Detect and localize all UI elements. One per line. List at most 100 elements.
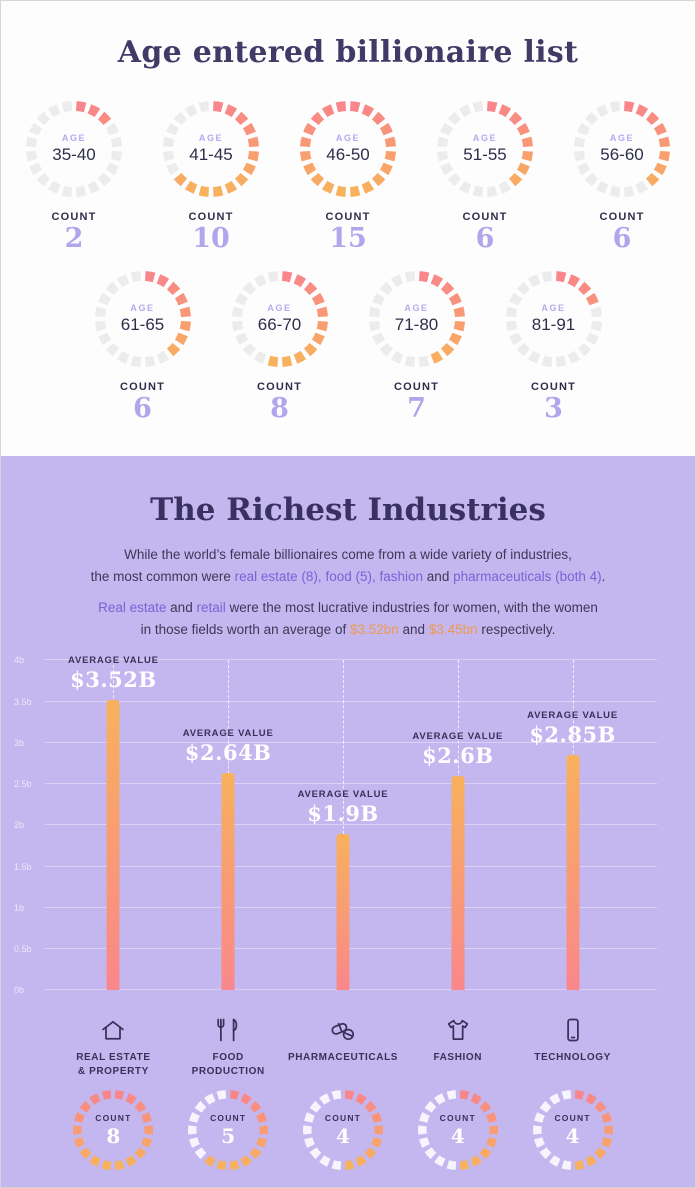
bar-column: AVERAGE VALUE $1.9B [286,660,401,991]
industry-count-donut: COUNT 4 [417,1089,499,1171]
bar-value-label: AVERAGE VALUE $1.9B [258,789,428,826]
age-donut: AGE 51-55 COUNT 6 [417,100,554,254]
intro-period: . [601,568,606,584]
age-range-value: 56-60 [600,145,644,164]
industry-count-donut: COUNT 5 [187,1089,269,1171]
age-donut-ring: AGE 56-60 [573,100,671,198]
count-value: 4 [565,1123,580,1148]
average-value-label: AVERAGE VALUE [67,654,159,666]
industries-section: The Richest Industries While the world’s… [1,456,695,1187]
count-label: COUNT [462,211,508,223]
bar-column: AVERAGE VALUE $2.64B [171,660,286,991]
count-label: COUNT [210,1112,247,1123]
age-range-value: 61-65 [120,314,165,334]
industries-lucrative-paragraph: Real estate and retail were the most luc… [18,597,678,640]
count-label: COUNT [256,380,303,393]
count-value: 6 [475,223,495,254]
count-value: 10 [192,223,230,254]
count-value: 4 [336,1123,350,1148]
age-donut-center: AGE 41-45 [162,100,260,198]
dashed-guide-line [342,660,344,991]
industry-column: REAL ESTATE & PROPERTY COUNT 8 [56,1016,171,1171]
age-range-value: 71-80 [394,314,439,334]
donut-ring-svg [163,101,259,197]
industry-column: TECHNOLOGY COUNT 4 [515,1016,630,1171]
bar-value: $2.64B [184,739,272,765]
lucrative-line1-text: were the most lucrative industries for w… [225,600,598,616]
industry-label: REAL ESTATE & PROPERTY [76,1051,150,1079]
age-donut: AGE 41-45 COUNT 10 [143,100,280,254]
industry-label: FOOD PRODUCTION [192,1051,265,1079]
highlight-pharma: pharmaceuticals (both 4) [453,568,602,584]
count-label: COUNT [439,1112,476,1123]
bar-value-label: AVERAGE VALUE $2.6B [373,731,543,768]
age-section: Age entered billionaire list AGE 35-40 COU… [1,1,695,456]
age-range-value: 66-70 [257,314,302,334]
highlight-fashion: fashion [379,568,424,584]
age-donut-center: AGE 51-55 [436,100,534,198]
industry-column: FASHION COUNT 4 [400,1016,515,1171]
value-bar [106,699,120,991]
y-tick-label: 1.5b [14,861,32,872]
age-donut-center: AGE 81-91 [505,270,603,368]
industries-intro-paragraph: While the world’s female billionaires co… [18,544,678,587]
industry-label-line: & PROPERTY [77,1065,149,1077]
bar-column: AVERAGE VALUE $3.52B [56,655,171,991]
gridline [45,659,657,661]
age-label: AGE [198,133,224,143]
average-value-label: AVERAGE VALUE [527,710,618,722]
gridline [45,783,657,785]
donut-ring-svg [73,1090,154,1171]
age-donut-ring: AGE 71-80 [368,270,466,368]
age-donut-center: AGE 46-50 [299,100,397,198]
bar-chart: AVERAGE VALUE $3.52B AVERAGE VALUE $2.64B AV… [1,655,695,1008]
age-label: AGE [130,302,155,313]
industry-label-line: TECHNOLOGY [534,1052,611,1064]
industries-section-title: The Richest Industries [150,492,546,528]
donut-ring-svg [417,1090,498,1171]
bar-value-label: AVERAGE VALUE $2.64B [143,728,313,765]
industry-label-line: FOOD [212,1052,244,1064]
age-label: AGE [267,302,292,313]
count-value: 8 [270,392,289,424]
value-bar [336,833,350,991]
home-icon [99,1016,127,1044]
age-label: AGE [61,133,87,143]
y-tick-label: 0b [14,985,25,996]
donut-ring-svg [26,101,122,197]
count-value: 15 [329,223,367,254]
intro-sep-3: and [423,568,454,584]
value-bar [451,775,465,991]
count-label: COUNT [325,211,371,223]
age-donut-ring: AGE 61-65 [94,270,192,368]
phone-icon [559,1016,587,1044]
y-tick-label: 2.5b [14,779,32,790]
count-label: COUNT [393,380,440,393]
industry-count-donut: COUNT 8 [72,1089,154,1171]
industry-label: FASHION [433,1051,482,1079]
industry-label: TECHNOLOGY [534,1051,611,1079]
count-value: 2 [64,223,84,254]
y-tick-label: 3.5b [14,696,32,707]
age-range-value: 35-40 [52,145,96,164]
age-label: AGE [472,133,498,143]
pills-icon [329,1016,357,1044]
age-label: AGE [609,133,635,143]
age-donut: AGE 61-65 COUNT 6 [74,270,211,424]
donut-ring-svg [302,1090,383,1171]
industry-label: PHARMACEUTICALS [288,1051,398,1079]
age-donut-center: AGE 66-70 [231,270,329,368]
age-donut-row-1: AGE 35-40 COUNT 2 AGE 41-45 COUNT 10 AGE 46-50 COU… [1,100,695,254]
donut-ring-svg [505,270,602,367]
age-donut-center: AGE 56-60 [573,100,671,198]
age-donut-ring: AGE 35-40 [25,100,123,198]
donut-ring-svg [94,270,191,367]
count-label: COUNT [324,1112,362,1123]
age-donut: AGE 66-70 COUNT 8 [211,270,348,424]
bar-column: AVERAGE VALUE $2.6B [400,660,515,991]
age-range-value: 51-55 [463,145,507,164]
donut-ring-svg [188,1090,269,1171]
gridline [45,906,657,908]
donut-ring-svg [231,270,328,367]
